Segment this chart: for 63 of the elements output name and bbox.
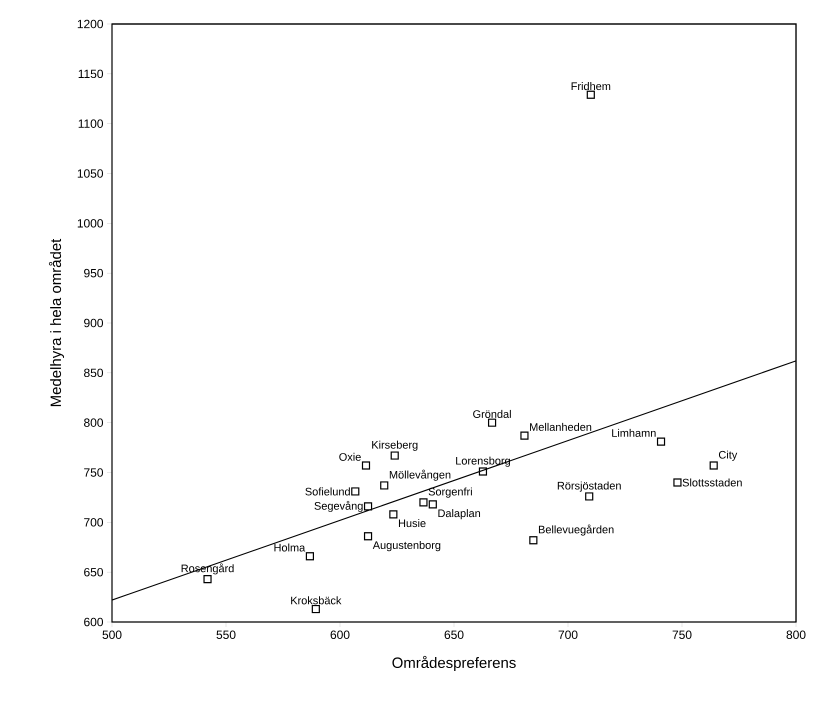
y-tick-label: 1050: [78, 169, 104, 178]
point: [478, 467, 488, 476]
y-tick-label: 800: [84, 418, 104, 427]
point: [351, 487, 360, 496]
point: [380, 481, 388, 490]
annotation: Segevång: [314, 500, 363, 512]
annotation: Fridhem: [572, 82, 610, 90]
point: [586, 90, 595, 99]
point: [488, 418, 496, 427]
annotation: Dalaplan: [438, 509, 480, 520]
point: [656, 438, 666, 446]
x-tick-label: 650: [444, 630, 464, 639]
annotation: Kroksbäck: [291, 596, 342, 604]
point: [585, 492, 594, 501]
annotation: City: [718, 450, 738, 461]
x-tick-label: 500: [102, 630, 122, 639]
point: [529, 536, 538, 544]
y-tick-label: 900: [84, 318, 104, 328]
annotation: Lorensborg: [456, 456, 510, 467]
y-tick-label: 750: [84, 468, 104, 477]
y-tick-label: 1200: [78, 20, 104, 28]
annotation: Bellevuegården: [538, 524, 614, 536]
annotation: Kirseberg: [372, 440, 418, 451]
y-tick-label: 950: [84, 268, 104, 278]
point: [428, 500, 437, 508]
x-tick-label: 800: [786, 630, 806, 639]
x-tick-label: 550: [216, 630, 236, 639]
annotation: Holma: [274, 543, 306, 552]
y-tick-label: 1150: [78, 70, 104, 78]
point: [306, 552, 314, 560]
y-tick-label: 850: [84, 368, 104, 378]
annotation: Mellanheden: [530, 422, 592, 431]
annotation: Limhamn: [612, 428, 656, 437]
point: [390, 451, 399, 460]
point: [364, 532, 372, 540]
y-axis-title: Medelhyra i hela området: [48, 238, 64, 406]
y-tick-label: 700: [84, 518, 104, 527]
point: [673, 478, 682, 487]
annotation: Husie: [398, 519, 426, 528]
point: [389, 510, 398, 518]
annotation: Oxie: [339, 452, 361, 461]
point: [364, 502, 372, 510]
annotation: Augustenborg: [372, 540, 440, 552]
y-tick-label: 1100: [78, 119, 104, 128]
annotation: Sofielund: [305, 487, 350, 496]
y-tick-label: 650: [84, 568, 104, 576]
annotation: Rörsjöstaden: [558, 482, 621, 492]
point: [710, 461, 718, 470]
y-tick-label: 1000: [78, 219, 104, 228]
annotation: Slottsstaden: [682, 478, 742, 486]
annotation: Gröndal: [473, 410, 511, 418]
point: [203, 575, 212, 584]
x-tick-label: 700: [558, 630, 578, 639]
x-axis-title: Områdespreferens: [392, 656, 516, 671]
point: [520, 432, 529, 440]
x-tick-label: 750: [672, 630, 692, 639]
point: [312, 604, 320, 614]
x-tick-label: 600: [330, 630, 350, 639]
annotation: Möllevången: [390, 470, 450, 481]
annotation: Sorgenfri: [428, 487, 472, 498]
point: [362, 461, 370, 470]
point: [419, 498, 428, 506]
y-tick-label: 600: [84, 618, 104, 626]
